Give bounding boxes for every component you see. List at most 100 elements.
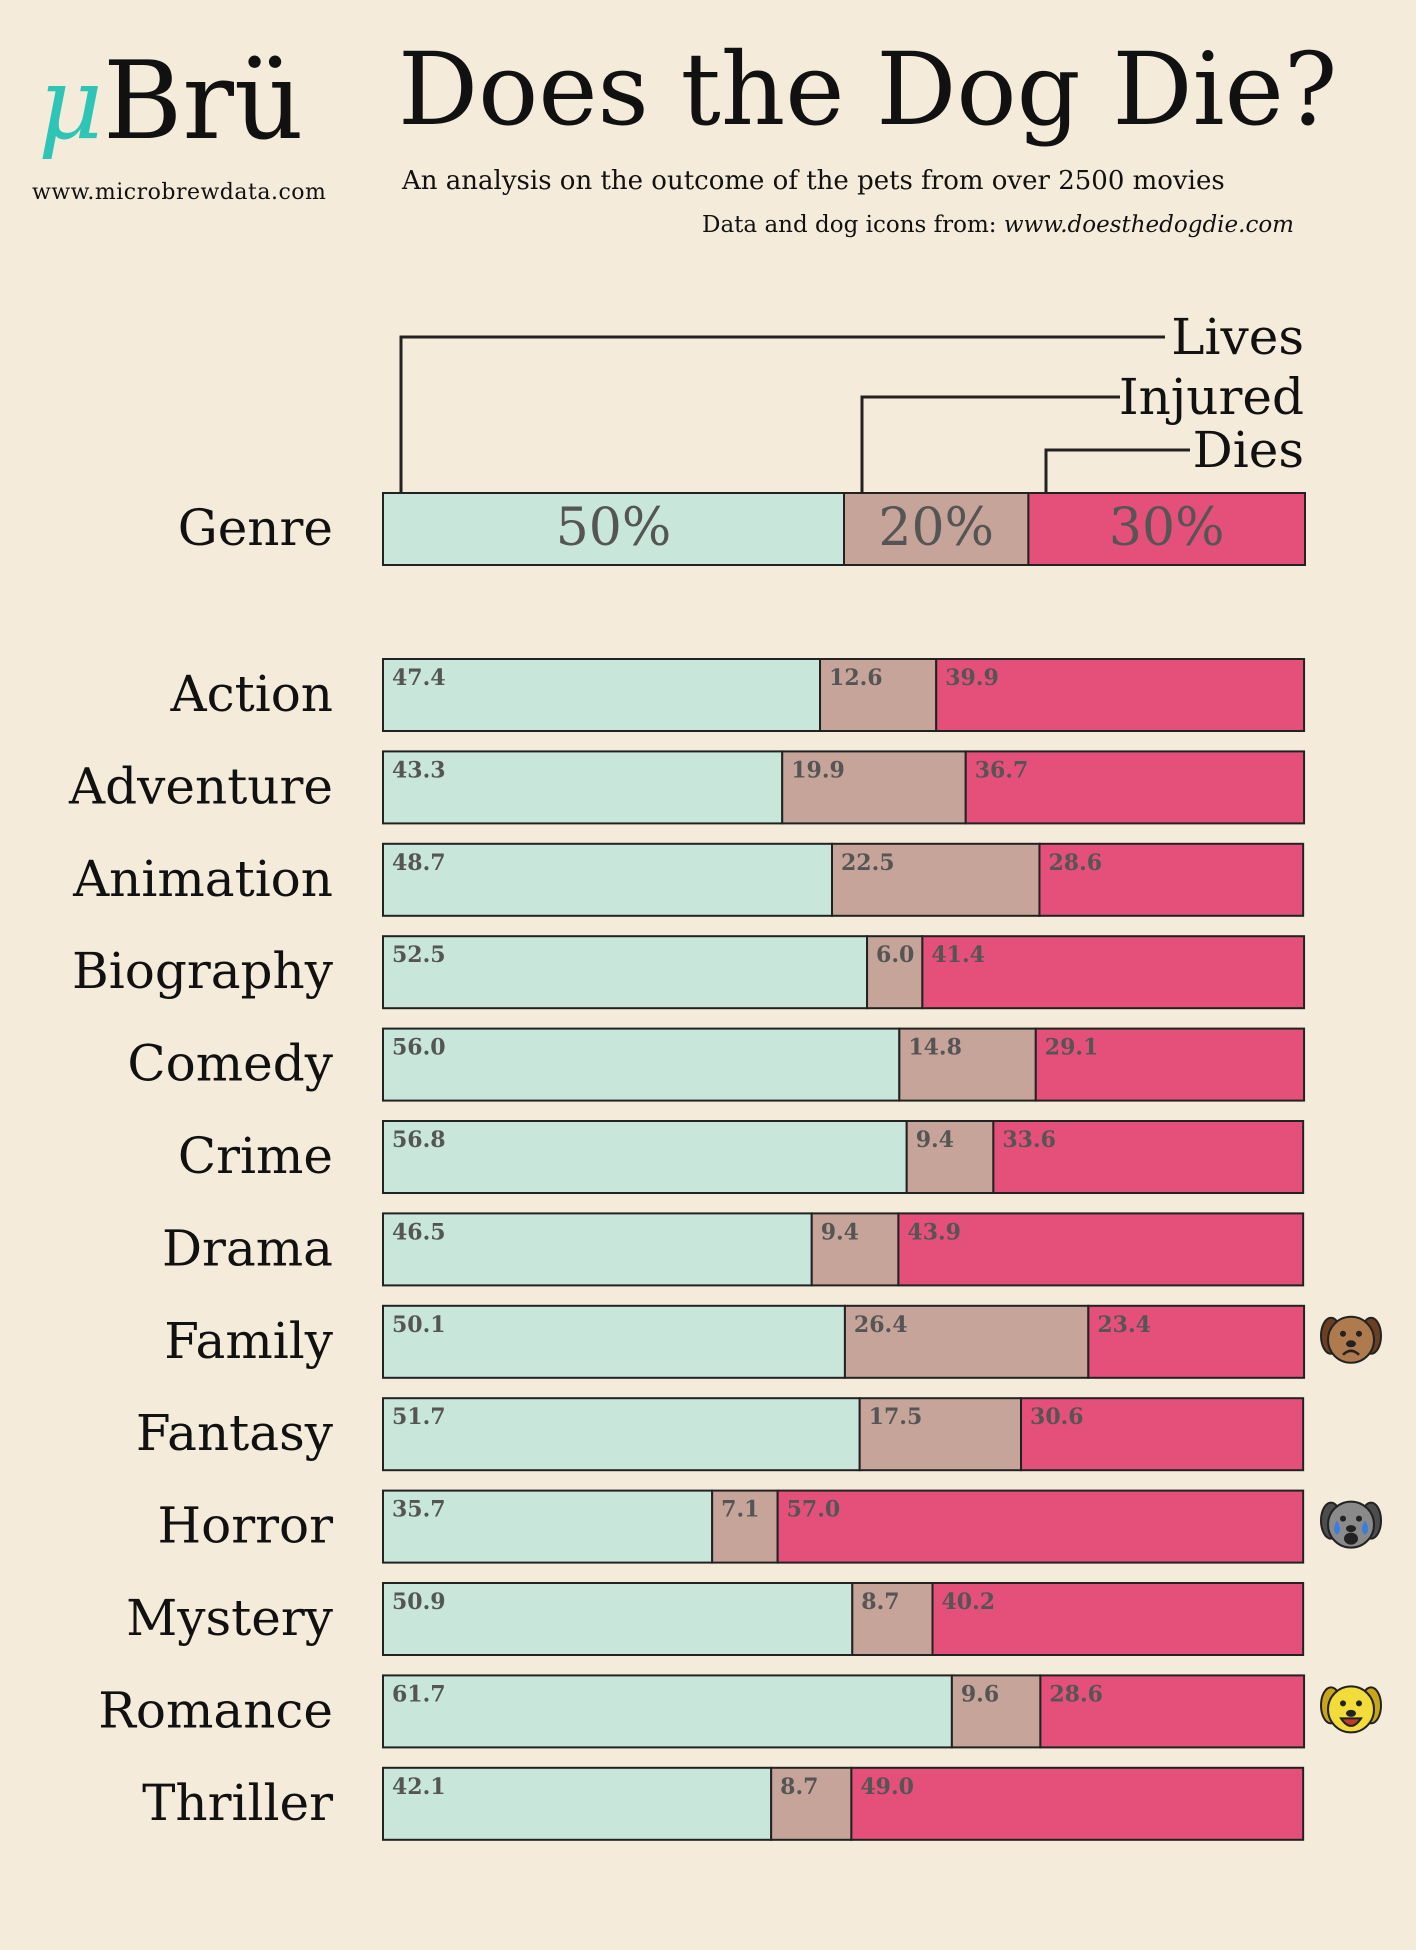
category-label: Horror <box>157 1497 333 1555</box>
bar-segment-dies <box>1039 1674 1306 1749</box>
data-label-dies: 39.9 <box>945 665 999 691</box>
logo: μ Brü <box>38 48 338 156</box>
data-label-injured: 17.5 <box>869 1404 923 1430</box>
bar-segment-injured <box>831 842 1041 917</box>
category-label: Family <box>164 1312 334 1370</box>
bar-segment-injured <box>905 1120 995 1194</box>
data-label-lives: 47.4 <box>392 665 446 691</box>
legend-segment-dies <box>1027 492 1307 566</box>
legend-pct-dies: 30% <box>1109 498 1225 558</box>
data-label-lives: 46.5 <box>392 1219 446 1245</box>
bar-row-animation: Animation 48.7 22.5 28.6 <box>72 842 1305 917</box>
bar-segment-dies <box>1087 1304 1306 1379</box>
data-label-lives: 50.1 <box>392 1312 446 1338</box>
bar-row-fantasy: Fantasy 51.7 17.5 30.6 <box>136 1397 1305 1472</box>
data-label-lives: 61.7 <box>392 1681 446 1707</box>
bar-segment-dies <box>1034 1027 1306 1102</box>
bar-segment-dies <box>931 1582 1305 1656</box>
data-label-injured: 14.8 <box>908 1035 962 1061</box>
category-label: Biography <box>72 942 334 1000</box>
bar-segment-lives <box>382 658 822 732</box>
sad-dog-icon <box>1320 1315 1382 1364</box>
bar-row-biography: Biography 52.5 6.0 41.4 <box>72 935 1306 1010</box>
bar-segment-injured <box>950 1674 1042 1749</box>
bar-segment-dies <box>850 1766 1305 1841</box>
bar-segment-injured <box>810 1212 900 1287</box>
bar-segment-lives <box>382 1489 714 1564</box>
data-label-lives: 56.8 <box>392 1127 446 1153</box>
data-label-injured: 8.7 <box>780 1774 818 1800</box>
bar-row-thriller: Thriller 42.1 8.7 49.0 <box>142 1766 1305 1841</box>
bar-segment-injured <box>851 1582 934 1656</box>
bar-segment-lives <box>382 1582 854 1656</box>
bar-row-drama: Drama 46.5 9.4 43.9 <box>162 1212 1305 1287</box>
bar-row-horror: Horror 35.7 7.1 57.0 <box>157 1489 1305 1564</box>
data-label-injured: 7.1 <box>721 1497 759 1523</box>
data-label-dies: 49.0 <box>860 1774 914 1800</box>
data-label-dies: 28.6 <box>1048 850 1102 876</box>
bar-row-adventure: Adventure 43.3 19.9 36.7 <box>68 750 1306 825</box>
bar-row-action: Action 47.4 12.6 39.9 <box>170 658 1306 732</box>
bar-segment-lives <box>382 1212 813 1287</box>
category-label: Fantasy <box>136 1404 334 1462</box>
bar-segment-dies <box>776 1489 1305 1564</box>
data-label-lives: 50.9 <box>392 1589 446 1615</box>
bar-row-romance: Romance 61.7 9.6 28.6 <box>98 1674 1306 1749</box>
logo-name: Brü <box>103 39 304 164</box>
data-label-dies: 29.1 <box>1045 1035 1099 1061</box>
legend-name-dies: Dies <box>1193 421 1304 479</box>
bar-segment-injured <box>858 1397 1023 1472</box>
source-note: Data and dog icons from: www.doesthedogd… <box>702 212 1294 238</box>
data-label-injured: 8.7 <box>861 1589 899 1615</box>
data-label-dies: 28.6 <box>1049 1681 1103 1707</box>
category-label: Mystery <box>126 1589 334 1647</box>
bar-segment-dies <box>897 1212 1305 1287</box>
data-label-dies: 43.9 <box>907 1219 961 1245</box>
data-label-dies: 57.0 <box>787 1497 841 1523</box>
legend-pct-lives: 50% <box>556 498 672 558</box>
category-label: Action <box>170 665 334 723</box>
data-label-injured: 6.0 <box>876 942 914 968</box>
data-label-injured: 22.5 <box>841 850 895 876</box>
bar-segment-dies <box>1038 842 1305 917</box>
data-label-injured: 9.4 <box>916 1127 954 1153</box>
page-subtitle: An analysis on the outcome of the pets f… <box>402 166 1225 196</box>
bar-segment-dies <box>1020 1397 1305 1472</box>
category-label: Adventure <box>68 757 333 815</box>
bar-segment-lives <box>382 750 784 825</box>
data-label-dies: 30.6 <box>1030 1404 1084 1430</box>
bar-segment-lives <box>382 1120 908 1194</box>
bar-row-crime: Crime 56.8 9.4 33.6 <box>178 1120 1305 1194</box>
category-label: Animation <box>72 850 333 908</box>
data-label-lives: 51.7 <box>392 1404 446 1430</box>
data-label-injured: 19.9 <box>791 757 845 783</box>
legend-header-label: Genre <box>178 499 333 557</box>
page-title: Does the Dog Die? <box>398 31 1338 148</box>
bar-row-mystery: Mystery 50.9 8.7 40.2 <box>126 1582 1305 1656</box>
legend-pct-injured: 20% <box>878 498 994 558</box>
logo-mu: μ <box>38 45 103 162</box>
data-label-lives: 52.5 <box>392 942 446 968</box>
legend-connector-lives <box>399 335 1165 493</box>
happy-dog-icon <box>1320 1685 1382 1734</box>
bar-segment-injured <box>843 1304 1090 1379</box>
data-label-lives: 43.3 <box>392 757 446 783</box>
data-label-lives: 56.0 <box>392 1035 446 1061</box>
bar-segment-lives <box>382 1027 901 1102</box>
bar-segment-lives <box>382 1304 846 1379</box>
category-label: Romance <box>98 1681 333 1739</box>
bar-row-family: Family 50.1 26.4 23.4 <box>164 1304 1306 1379</box>
bar-segment-dies <box>935 658 1306 732</box>
legend-connector-dies <box>1044 448 1190 493</box>
data-label-lives: 35.7 <box>392 1497 446 1523</box>
bar-segment-dies <box>992 1120 1305 1194</box>
data-label-lives: 42.1 <box>392 1774 446 1800</box>
crying-dog-icon <box>1320 1500 1382 1549</box>
data-label-dies: 41.4 <box>931 942 985 968</box>
bar-segment-lives <box>382 1766 773 1841</box>
bar-row-comedy: Comedy 56.0 14.8 29.1 <box>127 1027 1306 1102</box>
category-label: Comedy <box>127 1035 333 1093</box>
bar-segment-injured <box>898 1027 1037 1102</box>
